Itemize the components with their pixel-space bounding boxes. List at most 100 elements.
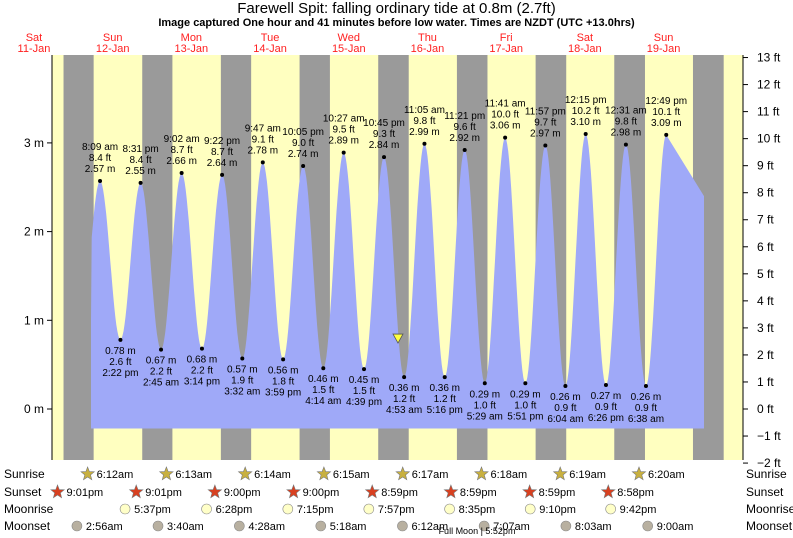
- day-name: Sun: [654, 32, 674, 44]
- left-tick-label: 1 m: [24, 313, 44, 327]
- high-tide-label: 11:21 pm: [444, 111, 485, 122]
- high-tide-point: [98, 179, 103, 184]
- sunset-time: 8:58pm: [617, 487, 654, 499]
- moonrise-time: 8:35pm: [459, 504, 496, 516]
- low-tide-label: 3:32 am: [224, 386, 260, 397]
- low-tide-point: [402, 375, 407, 380]
- day-date: 17-Jan: [489, 43, 523, 55]
- sunrise-star-icon: [80, 466, 96, 481]
- low-tide-label: 5:16 pm: [427, 405, 463, 416]
- sunset-star-icon: [128, 484, 144, 499]
- sunrise-time: 6:19am: [569, 469, 606, 481]
- high-tide-label: 10:05 pm: [282, 127, 324, 138]
- low-tide-point: [643, 383, 648, 388]
- left-tick-label: 2 m: [24, 225, 44, 239]
- left-tick-label: 3 m: [24, 136, 44, 150]
- high-tide-label: 2.84 m: [369, 140, 400, 151]
- high-tide-label: 2.74 m: [288, 149, 319, 160]
- current-level-marker: [392, 333, 404, 344]
- right-tick-label: 4 ft: [757, 294, 774, 308]
- moonrise-time: 7:57pm: [378, 504, 415, 516]
- low-tide-label: 4:14 am: [305, 396, 341, 407]
- right-tick-label: 0 ft: [757, 402, 774, 416]
- low-tide-label: 0.67 m: [146, 356, 177, 367]
- moonset-moon-icon: [152, 520, 164, 532]
- high-tide-point: [382, 155, 387, 160]
- low-tide-label: 1.8 ft: [272, 376, 294, 387]
- day-name: Wed: [338, 32, 360, 44]
- moonrise-time: 5:37pm: [134, 504, 171, 516]
- high-tide-label: 3.06 m: [490, 121, 521, 132]
- low-tide-label: 4:53 am: [386, 405, 422, 416]
- day-date: 14-Jan: [253, 43, 287, 55]
- sunset-time: 9:00pm: [303, 487, 340, 499]
- high-tide-label: 8:31 pm: [123, 144, 159, 155]
- tide-labels: 8:09 am8.4 ft2.57 m0.78 m2.6 ft2:22 pm8:…: [82, 95, 687, 425]
- sunset-star-icon: [364, 484, 380, 499]
- high-tide-label: 11:57 pm: [525, 107, 566, 118]
- high-tide-label: 9.1 ft: [252, 134, 274, 145]
- sunrise-time: 6:12am: [97, 469, 134, 481]
- high-tide-label: 8.4 ft: [89, 153, 111, 164]
- high-tide-point: [664, 132, 669, 137]
- high-tide-label: 2.64 m: [207, 158, 238, 169]
- moonrise-time: 7:15pm: [297, 504, 334, 516]
- low-tide-label: 1.0 ft: [474, 400, 496, 411]
- sunrise-time: 6:17am: [412, 469, 449, 481]
- low-tide-point: [603, 383, 608, 388]
- sunrise-star-icon: [158, 466, 174, 481]
- right-tick-label: 13 ft: [757, 51, 781, 65]
- low-tide-label: 4:39 pm: [346, 397, 382, 408]
- sunset-star-icon: [286, 484, 302, 499]
- low-tide-label: 0.45 m: [349, 375, 380, 386]
- day-date: 11-Jan: [18, 43, 51, 55]
- high-tide-point: [301, 163, 306, 168]
- sunset-star-icon: [50, 484, 66, 499]
- low-tide-label: 1.5 ft: [312, 385, 334, 396]
- sunset-time: 8:59pm: [381, 487, 418, 499]
- low-tide-label: 0.29 m: [470, 389, 501, 400]
- low-tide-point: [362, 367, 367, 372]
- moonset-time: 6:12am: [411, 521, 448, 533]
- high-tide-point: [341, 150, 346, 155]
- low-tide-label: 5:29 am: [467, 411, 503, 422]
- row-label-right: Moonset: [746, 519, 793, 533]
- high-tide-point: [583, 132, 588, 137]
- sun-moon-table: Sunrise Sunrise Sunset Sunset Moonrise Moonri…: [4, 466, 793, 536]
- low-tide-point: [281, 357, 286, 362]
- low-tide-point: [321, 366, 326, 371]
- low-tide-label: 0.56 m: [268, 365, 299, 376]
- low-tide-label: 2:22 pm: [102, 368, 138, 379]
- right-tick-label: 1 ft: [757, 375, 774, 389]
- high-tide-label: 12:15 pm: [565, 95, 607, 106]
- right-tick-label: 11 ft: [757, 105, 780, 119]
- low-tide-label: 0.46 m: [308, 374, 339, 385]
- right-tick-label: 2 ft: [757, 348, 774, 362]
- low-tide-point: [240, 356, 245, 361]
- right-tick-label: 5 ft: [757, 267, 774, 281]
- moonset-moon-icon: [234, 520, 245, 532]
- day-date: 13-Jan: [175, 43, 209, 55]
- high-tide-label: 2.55 m: [125, 166, 156, 177]
- sunset-time: 8:59pm: [460, 487, 497, 499]
- moonset-time: 5:18am: [330, 521, 367, 533]
- low-tide-label: 2.2 ft: [191, 366, 213, 377]
- high-tide-label: 2.98 m: [611, 128, 642, 139]
- low-tide-point: [482, 381, 487, 386]
- moonset-time: 9:00am: [657, 521, 694, 533]
- night-band: [63, 55, 94, 460]
- high-tide-label: 12:31 am: [605, 106, 647, 117]
- moonrise-moon-icon: [201, 503, 212, 515]
- low-tide-label: 5:51 pm: [507, 411, 543, 422]
- tide-curve: [91, 134, 704, 429]
- low-tide-label: 0.27 m: [591, 391, 622, 402]
- high-tide-label: 10:27 am: [323, 114, 365, 125]
- right-tick-label: 7 ft: [757, 213, 774, 227]
- high-tide-point: [179, 171, 184, 176]
- low-tide-label: 0.78 m: [105, 346, 136, 357]
- high-tide-label: 12:49 pm: [645, 96, 687, 107]
- high-tide-label: 3.10 m: [570, 117, 601, 128]
- moonrise-moon-icon: [444, 503, 455, 515]
- low-tide-point: [523, 381, 528, 386]
- day-date: 15-Jan: [332, 43, 366, 55]
